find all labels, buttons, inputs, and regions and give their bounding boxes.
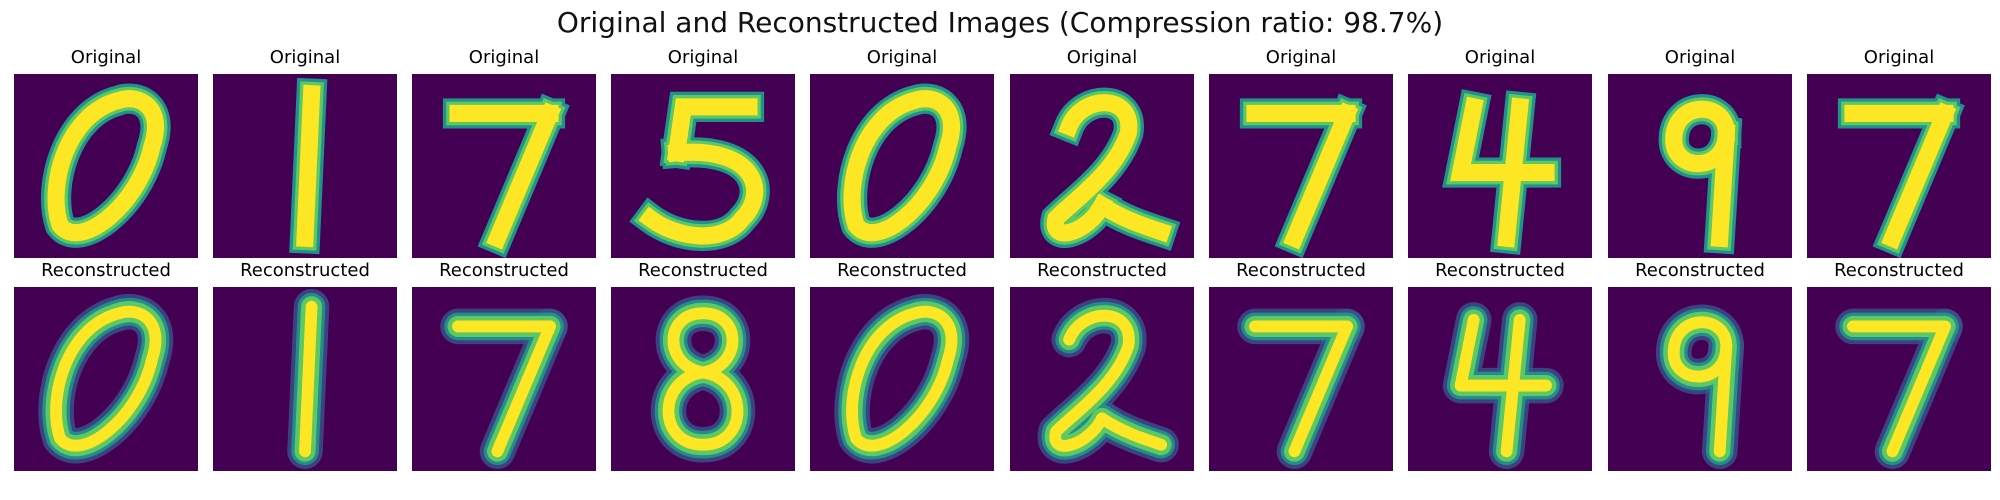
original-label: Original xyxy=(1863,47,1935,68)
digit-stroke xyxy=(1046,94,1138,242)
reconstructed-panel: Reconstructed xyxy=(1209,259,1393,471)
digit-stroke xyxy=(1886,320,1951,458)
original-label: Original xyxy=(1664,47,1736,68)
digit-7-icon xyxy=(412,287,596,471)
digit-7-icon xyxy=(1209,287,1393,471)
original-label: Original xyxy=(1066,47,1138,68)
digit-stroke xyxy=(47,90,165,242)
original-label: Original xyxy=(269,47,341,68)
digit-5-icon xyxy=(611,287,795,471)
reconstructed-panel: Reconstructed xyxy=(14,259,198,471)
reconstructed-panel: Reconstructed xyxy=(412,259,596,471)
original-label: Original xyxy=(70,47,142,68)
digit-0-icon xyxy=(14,287,198,471)
digit-stroke xyxy=(296,84,321,248)
digit-2-icon xyxy=(1010,287,1194,471)
digit-7-icon xyxy=(1209,74,1393,258)
digit-0-icon xyxy=(810,287,994,471)
digit-0-icon xyxy=(14,74,198,258)
original-panel: Original xyxy=(1807,46,1991,258)
original-panel: Original xyxy=(1209,46,1393,258)
digit-stroke xyxy=(1667,316,1733,383)
original-panel: Original xyxy=(611,46,795,258)
digit-stroke xyxy=(1497,97,1530,248)
reconstructed-label: Reconstructed xyxy=(638,260,768,281)
digit-stroke xyxy=(638,143,764,245)
reconstructed-panel: Reconstructed xyxy=(213,259,397,471)
reconstructed-label: Reconstructed xyxy=(1236,260,1366,281)
digit-stroke xyxy=(491,320,556,458)
digit-0-icon xyxy=(810,74,994,258)
reconstructed-label: Reconstructed xyxy=(837,260,967,281)
digit-1-icon xyxy=(213,74,397,258)
digit-stroke xyxy=(1283,102,1359,250)
original-label: Original xyxy=(468,47,540,68)
original-label: Original xyxy=(1265,47,1337,68)
original-label: Original xyxy=(667,47,739,68)
digit-stroke xyxy=(1665,100,1735,173)
digit-9-icon xyxy=(1608,287,1792,471)
digit-stroke xyxy=(662,307,744,451)
reconstructed-label: Reconstructed xyxy=(439,260,569,281)
reconstructed-panel: Reconstructed xyxy=(1010,259,1194,471)
reconstructed-label: Reconstructed xyxy=(1435,260,1565,281)
digit-stroke xyxy=(667,98,758,163)
reconstructed-label: Reconstructed xyxy=(240,260,370,281)
digit-4-icon xyxy=(1408,74,1592,258)
reconstructed-label: Reconstructed xyxy=(1635,260,1765,281)
original-panel: Original xyxy=(1608,46,1792,258)
reconstructed-panel: Reconstructed xyxy=(1408,259,1592,471)
digit-stroke xyxy=(846,305,958,452)
original-label: Original xyxy=(866,47,938,68)
digit-stroke xyxy=(1288,320,1353,458)
digit-stroke xyxy=(486,102,562,250)
digit-stroke xyxy=(843,90,961,242)
digit-7-icon xyxy=(1807,287,1991,471)
original-panel: Original xyxy=(1408,46,1592,258)
digit-stroke xyxy=(1710,124,1736,248)
original-panel: Original xyxy=(1010,46,1194,258)
original-panel: Original xyxy=(412,46,596,258)
digit-stroke xyxy=(1096,412,1168,451)
digit-stroke xyxy=(1881,102,1957,250)
original-label: Original xyxy=(1464,47,1536,68)
reconstructed-label: Reconstructed xyxy=(1037,260,1167,281)
reconstructed-panel: Reconstructed xyxy=(810,259,994,471)
digit-stroke xyxy=(1713,340,1733,458)
original-panel: Original xyxy=(14,46,198,258)
digit-9-icon xyxy=(1608,74,1792,258)
digit-stroke xyxy=(299,300,318,458)
digit-stroke xyxy=(1090,193,1172,243)
digit-stroke xyxy=(50,305,162,452)
digit-2-icon xyxy=(1010,74,1194,258)
original-panel: Original xyxy=(810,46,994,258)
figure-title: Original and Reconstructed Images (Compr… xyxy=(556,6,1444,39)
reconstructed-label: Reconstructed xyxy=(1834,260,1964,281)
reconstructed-panel: Reconstructed xyxy=(611,259,795,471)
digit-7-icon xyxy=(1807,74,1991,258)
digit-7-icon xyxy=(412,74,596,258)
reconstructed-panel: Reconstructed xyxy=(1608,259,1792,471)
reconstructed-label: Reconstructed xyxy=(41,260,171,281)
digit-stroke xyxy=(1500,313,1526,458)
reconstructed-panel: Reconstructed xyxy=(1807,259,1991,471)
digit-stroke xyxy=(1049,309,1135,452)
digit-4-icon xyxy=(1408,287,1592,471)
digit-5-icon xyxy=(611,74,795,258)
digit-1-icon xyxy=(213,287,397,471)
original-panel: Original xyxy=(213,46,397,258)
